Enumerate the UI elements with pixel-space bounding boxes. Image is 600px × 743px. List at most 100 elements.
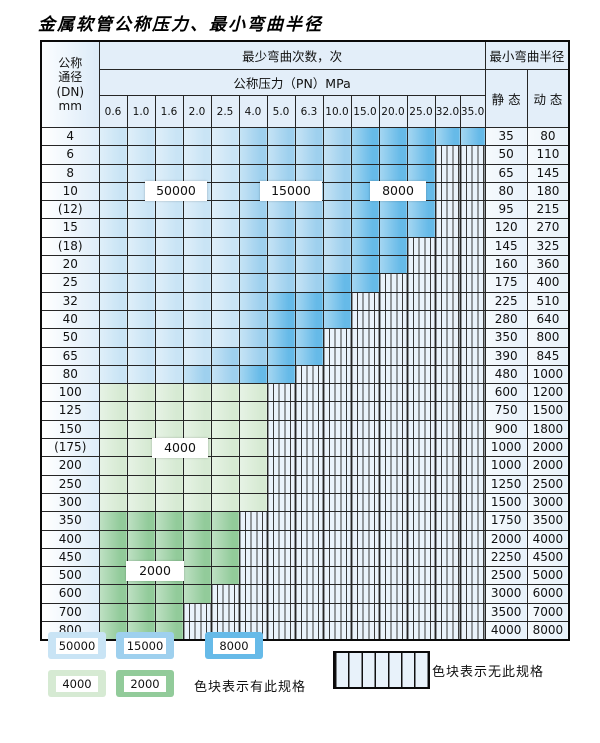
pressure-tick: 2.0: [182, 95, 212, 128]
spec-cell: [98, 255, 128, 275]
spec-cell: [378, 236, 408, 257]
cycles-label-15000: 15000: [260, 181, 322, 201]
spec-cell: [322, 364, 352, 385]
spec-cell: [210, 492, 240, 513]
spec-cell: [459, 621, 486, 641]
dynamic-radius-value: 180: [526, 181, 570, 202]
static-radius-value: 65: [484, 163, 528, 183]
spec-cell: [126, 163, 156, 183]
spec-cell: [126, 529, 156, 549]
spec-cell: [98, 456, 128, 476]
spec-cell: [238, 346, 268, 366]
spec-cell: [294, 621, 324, 641]
spec-cell: [459, 529, 486, 549]
static-radius-value: 50: [484, 145, 528, 165]
static-radius-value: 1000: [484, 456, 528, 476]
table-row: 32 225 510: [40, 291, 570, 311]
spec-cell: [126, 255, 156, 275]
legend-unavailable-note: 色块表示无此规格: [432, 665, 545, 680]
cycles-label-8000: 8000: [370, 181, 426, 201]
spec-cell: [294, 401, 324, 421]
spec-cell: [434, 328, 461, 348]
spec-cell: [350, 236, 380, 257]
pressure-tick: 4.0: [238, 95, 268, 128]
spec-cell: [322, 145, 352, 165]
spec-cell: [294, 126, 324, 147]
spec-cell: [210, 456, 240, 476]
spec-cell: [378, 328, 408, 348]
spec-cell: [459, 584, 486, 604]
spec-cell: [210, 401, 240, 421]
spec-cell: [266, 200, 296, 220]
spec-cell: [459, 438, 486, 458]
static-radius-value: 80: [484, 181, 528, 202]
dynamic-radius-value: 215: [526, 200, 570, 220]
spec-cell: [126, 236, 156, 257]
pressure-tick: 2.5: [210, 95, 240, 128]
spec-cell: [459, 419, 486, 440]
spec-cell: [98, 218, 128, 238]
spec-cell: [350, 474, 380, 494]
spec-cell: [294, 346, 324, 366]
spec-cell: [126, 273, 156, 293]
spec-cell: [378, 218, 408, 238]
spec-cell: [266, 456, 296, 476]
dn-label: 300: [40, 492, 100, 513]
spec-cell: [406, 511, 436, 531]
spec-cell: [182, 492, 212, 513]
spec-cell: [266, 346, 296, 366]
header-row-2: 公称压力（PN）MPa 静 态 动 态: [41, 69, 570, 128]
spec-cell: [434, 255, 461, 275]
spec-cell: [238, 309, 268, 330]
spec-cell: [378, 255, 408, 275]
dn-label: 450: [40, 547, 100, 568]
spec-cell: [98, 438, 128, 458]
spec-cell: [322, 621, 352, 641]
spec-cell: [182, 145, 212, 165]
static-radius-value: 160: [484, 255, 528, 275]
spec-cell: [210, 236, 240, 257]
static-radius-value: 350: [484, 328, 528, 348]
spec-cell: [210, 584, 240, 604]
spec-cell: [210, 511, 240, 531]
table-row: 700 3500 7000: [40, 602, 570, 623]
spec-cell: [238, 456, 268, 476]
pressure-tick: 0.6: [98, 95, 128, 128]
table-row: 15 120 270: [40, 218, 570, 238]
spec-cell: [154, 255, 184, 275]
table-row: 500 2500 5000: [40, 566, 570, 586]
spec-cell: [350, 602, 380, 623]
spec-cell: [210, 419, 240, 440]
spec-cell: [406, 456, 436, 476]
spec-cell: [322, 438, 352, 458]
dn-column-header: 公称 通径 (DN) mm: [40, 40, 100, 128]
spec-cell: [98, 346, 128, 366]
spec-cell: [126, 200, 156, 220]
spec-cell: [238, 218, 268, 238]
spec-cell: [459, 511, 486, 531]
static-radius-value: 225: [484, 291, 528, 311]
cycles-header: 最少弯曲次数，次: [98, 40, 486, 70]
static-radius-value: 1250: [484, 474, 528, 494]
dn-header-line: 公称: [58, 55, 83, 70]
radius-header: 最小弯曲半径: [484, 40, 570, 70]
spec-cell: [350, 255, 380, 275]
spec-cell: [378, 126, 408, 147]
spec-cell: [459, 255, 486, 275]
legend-swatch-label: 50000: [56, 637, 98, 654]
spec-cell: [126, 474, 156, 494]
dynamic-radius-value: 3000: [526, 492, 570, 513]
spec-cell: [154, 163, 184, 183]
spec-cell: [294, 584, 324, 604]
spec-cell: [459, 401, 486, 421]
spec-cell: [434, 364, 461, 385]
spec-cell: [210, 218, 240, 238]
spec-cell: [406, 328, 436, 348]
spec-cell: [434, 291, 461, 311]
table-body: 4 35 80 6 50 110 8 65 145 10 80 180 (12) 95 215 15 120 27…: [40, 126, 570, 641]
spec-cell: [378, 621, 408, 641]
spec-cell: [322, 328, 352, 348]
pressure-tick: 20.0: [378, 95, 408, 128]
table-row: (12) 95 215: [40, 200, 570, 220]
spec-cell: [266, 383, 296, 403]
